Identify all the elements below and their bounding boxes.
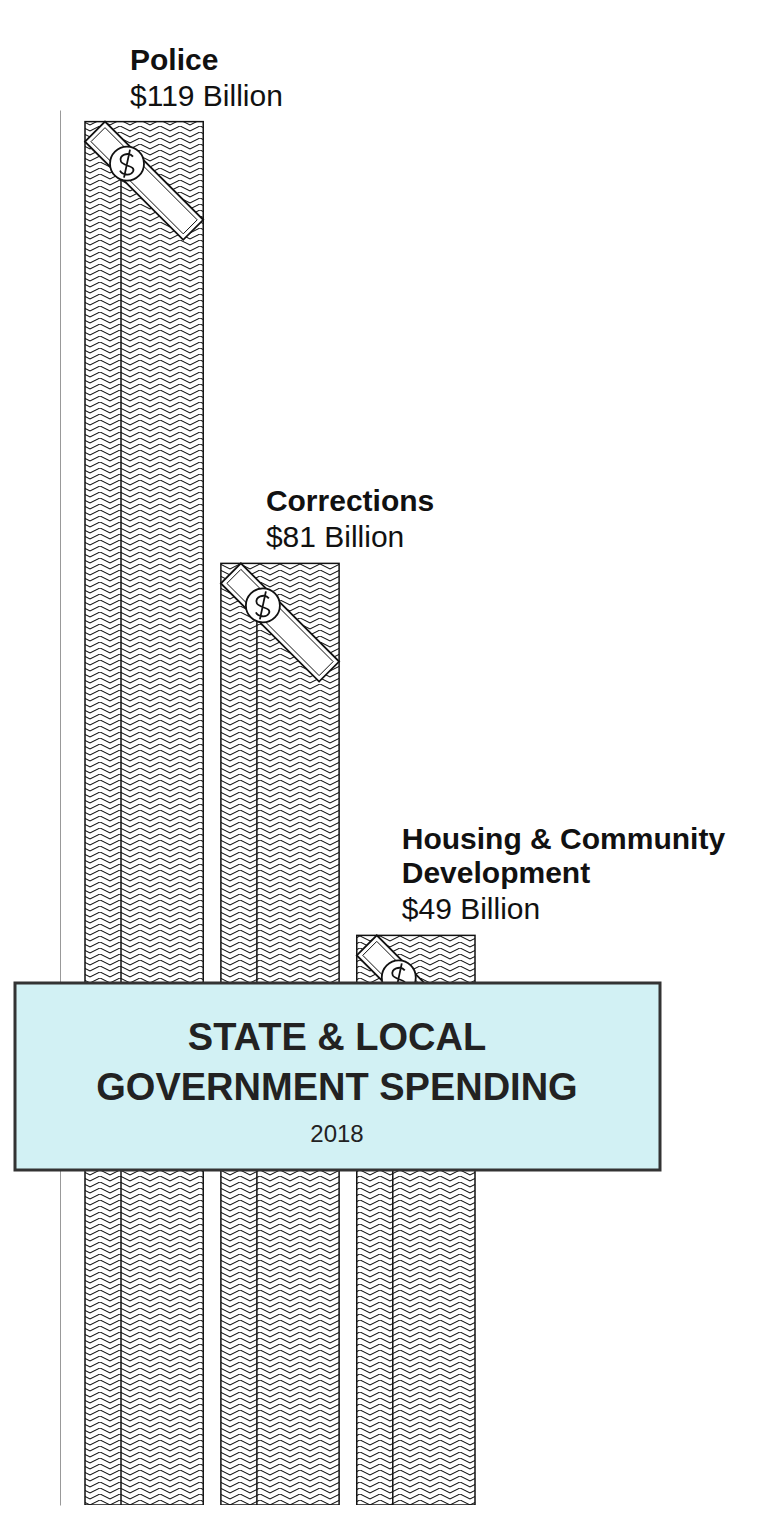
value-label: $119 Billion xyxy=(130,79,283,112)
coin-icon xyxy=(246,588,280,622)
title: STATE & LOCAL GOVERNMENT SPENDING xyxy=(96,1016,577,1108)
label-line: GOVERNMENT SPENDING xyxy=(96,1066,577,1108)
y-axis xyxy=(60,111,61,1506)
chart: $119 BillionPolice $81 BillionCorrections… xyxy=(0,0,784,1514)
category-label: Police xyxy=(130,43,218,76)
top-bill xyxy=(221,563,339,681)
category-label: Housing & CommunityDevelopment xyxy=(402,822,726,889)
top-bill xyxy=(85,122,203,240)
value-label: $81 Billion xyxy=(266,520,404,553)
label-line: Corrections xyxy=(266,484,434,517)
top-bill-border xyxy=(227,569,333,675)
title-box: STATE & LOCAL GOVERNMENT SPENDING 2018 xyxy=(15,983,660,1170)
subtitle: 2018 xyxy=(310,1120,363,1147)
top-bill-border xyxy=(91,128,197,234)
dollar-icon xyxy=(256,591,269,619)
label-line: Development xyxy=(402,856,590,889)
label-line: Housing & Community xyxy=(402,822,726,855)
coin-icon xyxy=(110,147,144,181)
bill-edge xyxy=(120,162,122,1505)
labels: $119 BillionPolice $81 BillionCorrections… xyxy=(130,43,725,926)
y-axis-line xyxy=(60,111,61,1506)
label-line: STATE & LOCAL xyxy=(188,1016,486,1058)
label-line: Police xyxy=(130,43,218,76)
category-label: Corrections xyxy=(266,484,434,517)
bar xyxy=(85,122,203,1505)
dollar-icon xyxy=(120,150,133,178)
value-label: $49 Billion xyxy=(402,892,540,925)
title-background xyxy=(15,983,660,1170)
bars xyxy=(85,122,475,1505)
